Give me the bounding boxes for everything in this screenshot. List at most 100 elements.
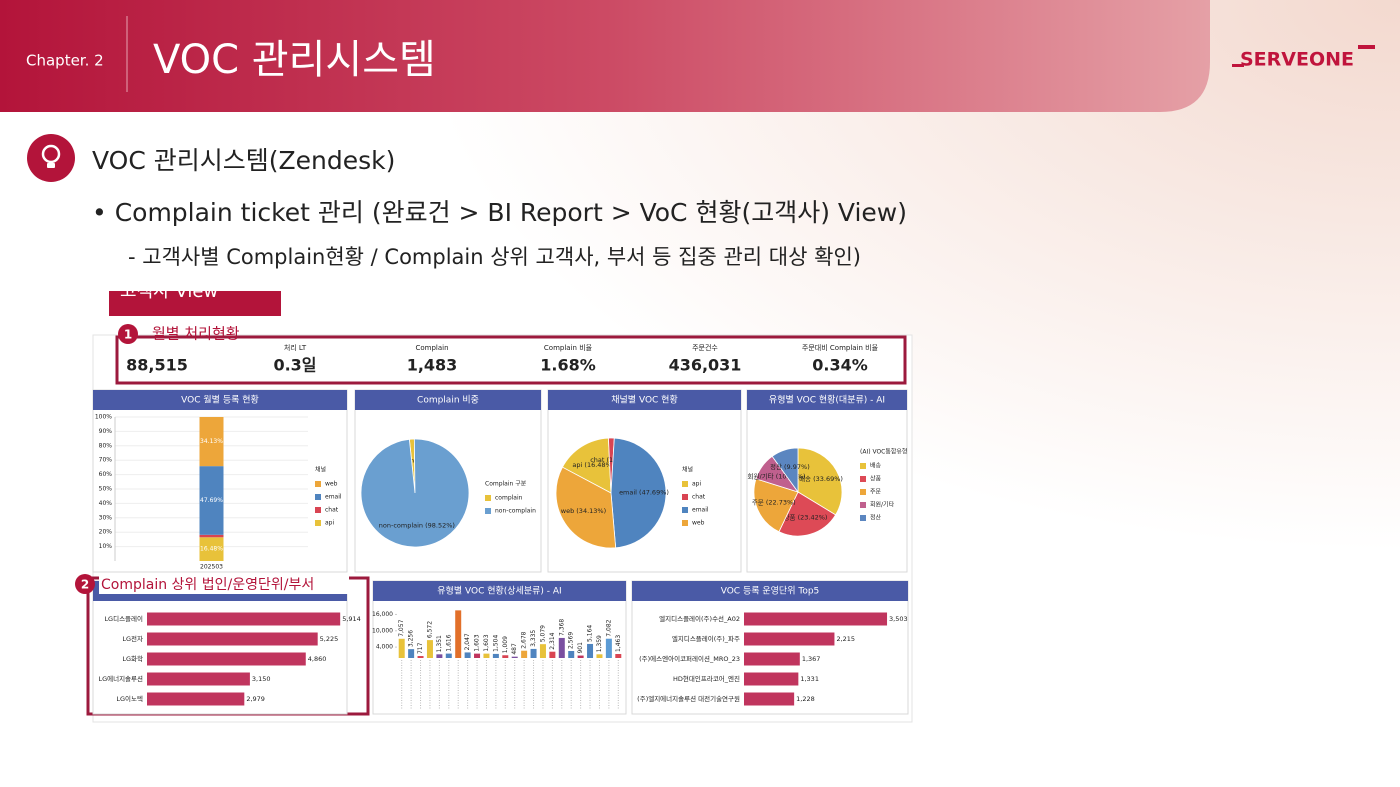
bar: [483, 653, 490, 658]
slice-label: chat (1.70%): [590, 456, 632, 464]
bar: [464, 652, 471, 658]
bar: [147, 632, 318, 646]
y-tick-label: 20%: [99, 529, 113, 536]
y-tick-label: 10%: [99, 543, 113, 550]
callout-label: 월별 처리현황: [152, 325, 240, 343]
tab-clip: 고객사 View: [120, 291, 218, 302]
value-label: 2,314: [549, 632, 556, 649]
legend-label: 상품: [870, 475, 882, 483]
bar: [744, 612, 888, 626]
legend-title: 채널: [315, 466, 326, 474]
value-label: 16.48%: [200, 546, 223, 553]
legend-swatch: [315, 494, 321, 500]
panel-title: VOC 월별 등록 현황: [181, 394, 259, 406]
y-tick-label: 10,000: [372, 627, 393, 634]
bar: [147, 692, 245, 706]
bulb-glass: [41, 144, 61, 164]
bar: [426, 640, 433, 658]
value-label: 3,256: [408, 630, 415, 647]
bar: [587, 643, 594, 658]
value-label: 3,503: [889, 615, 908, 623]
value-label: 5,164: [587, 625, 594, 642]
pie-slice: [561, 437, 612, 494]
bar: [744, 632, 835, 646]
y-tick-label: 60%: [99, 471, 113, 478]
bar: [558, 637, 565, 658]
y-tick-label: 40%: [99, 500, 113, 507]
logo-dash: [1232, 64, 1244, 67]
kpi-label: 주문건수: [692, 343, 718, 352]
kpi-value: 436,031: [669, 356, 742, 375]
bulb-base: [47, 163, 55, 168]
kpi-label: Complain 비율: [544, 343, 593, 352]
y-tick-label: HD현대인프라코어_엔진: [673, 674, 740, 683]
bar-segment: [199, 534, 224, 538]
bar: [398, 638, 405, 658]
slice-label: 정산 (9.97%): [770, 462, 810, 471]
legend-label: api: [692, 481, 701, 488]
legend-label: email: [325, 494, 342, 501]
bar: [615, 654, 622, 658]
bar: [436, 654, 443, 658]
y-tick-label: 엘지디스플레이(주)수선_A02: [659, 614, 740, 623]
panel-title: Complain 비중: [417, 395, 479, 406]
value-label: 1,603: [474, 634, 481, 651]
value-label: 1,351: [436, 635, 443, 652]
panel-title: VOC 등록 운영단위 Top5: [721, 586, 820, 597]
legend-swatch: [682, 520, 688, 526]
y-tick-label: 30%: [99, 514, 113, 521]
y-tick-label: LG이노텍: [116, 694, 143, 703]
legend-label: complain: [495, 495, 523, 502]
legend-swatch: [485, 508, 491, 514]
legend-swatch: [315, 507, 321, 513]
pie-slice: [555, 466, 617, 549]
slice-label: api (16.48%): [572, 461, 614, 469]
legend-label: chat: [692, 494, 706, 501]
legend-label: api: [325, 520, 334, 527]
bar-segment: [199, 417, 224, 467]
legend-swatch: [860, 489, 866, 495]
legend-swatch: [860, 515, 866, 521]
legend-title: Complain 구분: [485, 481, 527, 488]
y-tick-label: LG디스플레이: [104, 614, 143, 623]
y-tick-label: 16,000: [372, 611, 393, 618]
bar-segment: [199, 466, 224, 535]
bar: [596, 654, 603, 658]
legend-swatch: [860, 463, 866, 469]
legend-label: 주문: [870, 489, 882, 496]
panel-header: [355, 390, 541, 410]
y-tick-label: 70%: [99, 457, 113, 464]
legend-swatch: [860, 476, 866, 482]
callout-label: Complain 상위 법인/운영단위/부서: [101, 577, 314, 593]
bar: [147, 612, 341, 626]
bar: [408, 649, 415, 658]
y-tick-label: 100%: [95, 414, 112, 421]
panel-title: 채널별 VOC 현황: [611, 395, 678, 406]
value-label: 901: [577, 642, 584, 654]
legend-label: 회원/기타: [870, 501, 895, 509]
y-tick-label: (주)에스엔아이코퍼레이션_MRO_23: [639, 654, 740, 663]
bar: [445, 653, 452, 658]
bar: [744, 652, 800, 666]
header-title: VOC 관리시스템: [153, 37, 436, 83]
panel-header: [747, 390, 907, 410]
logo-dash: [1358, 45, 1375, 49]
bar: [549, 651, 556, 658]
legend-label: 정산: [870, 514, 882, 522]
kpi-value: 0.34%: [812, 356, 868, 375]
bar: [530, 648, 537, 658]
value-label: 2,215: [836, 635, 855, 643]
slice-label: non-complain (98.52%): [379, 521, 455, 529]
slice-label: complain (1.48%): [384, 457, 442, 465]
slice-label: 상품 (23.42%): [784, 512, 828, 521]
panel: [631, 580, 909, 715]
panel-title: 유형별 VOC 현황(대분류) - AI: [769, 395, 885, 406]
kpi-label: 처리 LT: [284, 343, 307, 352]
callout-badge: [118, 324, 138, 344]
bar: [577, 655, 584, 658]
value-label: 2,047: [464, 633, 471, 650]
y-tick-label: LG에너지솔루션: [98, 674, 143, 683]
slice-label: 주문 (22.73%): [752, 499, 796, 507]
